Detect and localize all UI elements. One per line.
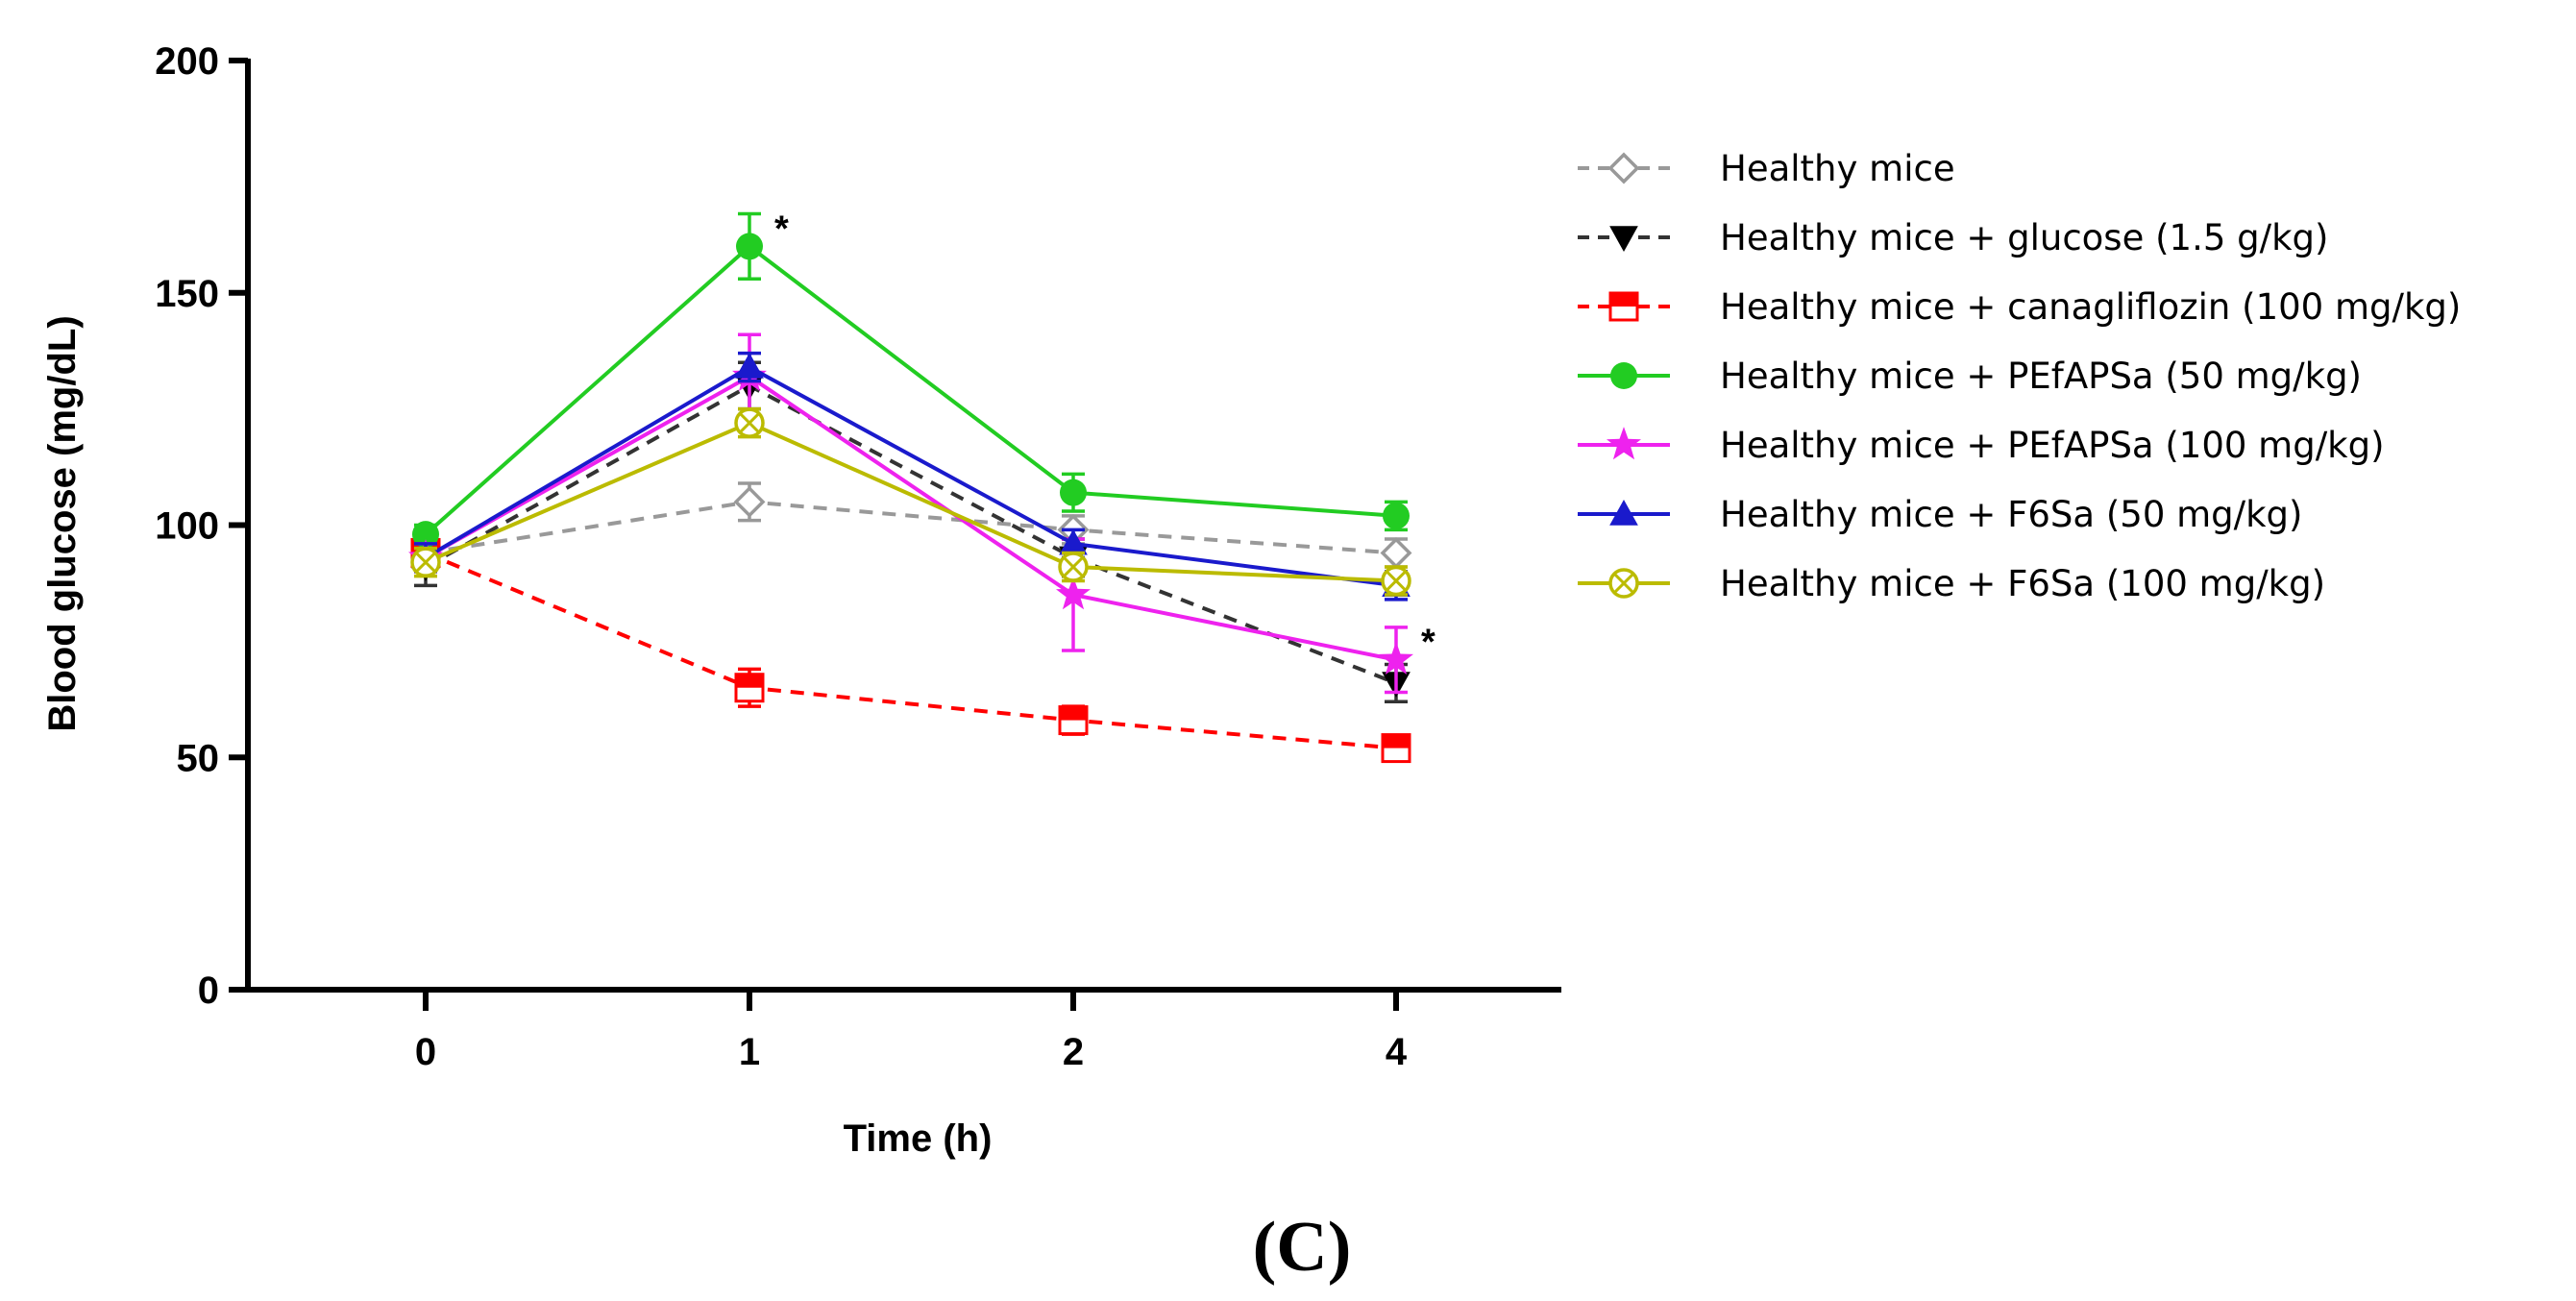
legend-marker: [1610, 362, 1637, 389]
legend-marker: [1609, 499, 1638, 526]
legend-entry-2: Healthy mice + glucose (1.5 g/kg): [1578, 217, 2328, 258]
x-tick-label: 2: [1063, 1031, 1084, 1073]
series-4: [412, 211, 1410, 549]
legend-entry-4: Healthy mice + PEfAPSa (50 mg/kg): [1578, 356, 2362, 397]
significance-annotation: *: [774, 209, 789, 249]
data-point: [733, 485, 766, 518]
y-axis-label: Blood glucose (mg/dL): [41, 315, 84, 731]
data-point: [1060, 479, 1087, 506]
x-axis-label: Time (h): [844, 1117, 993, 1160]
legend-entry-7: Healthy mice + F6Sa (100 mg/kg): [1578, 563, 2325, 604]
x-tick-label: 4: [1386, 1031, 1408, 1073]
legend-marker: [1607, 152, 1640, 184]
legend-entry-5: Healthy mice + PEfAPSa (100 mg/kg): [1578, 425, 2385, 466]
series-7: [410, 406, 1411, 597]
series-line: [425, 420, 1397, 583]
axes: 0 50 100 150 200 0 1 2 4: [155, 40, 1561, 1073]
series-line: [425, 383, 1397, 685]
series-line: [424, 243, 1397, 536]
series-6: [411, 351, 1411, 601]
data-point: [736, 233, 763, 260]
panel-label: (C): [1253, 1208, 1352, 1287]
legend-marker: [1609, 226, 1638, 253]
data-point: [734, 673, 765, 703]
legend-label: Healthy mice: [1720, 148, 1955, 189]
series-line: [425, 500, 1397, 555]
data-point: [1058, 552, 1089, 582]
series-line: [425, 374, 1397, 662]
legend-label: Healthy mice + glucose (1.5 g/kg): [1720, 217, 2328, 258]
series-line: [425, 551, 1397, 750]
series-5: [408, 332, 1413, 695]
y-tick-label: 50: [177, 737, 220, 779]
y-tick-label: 0: [198, 970, 219, 1012]
plot-area: **: [408, 209, 1435, 764]
legend-marker: [1608, 568, 1639, 599]
legend-label: Healthy mice + F6Sa (100 mg/kg): [1720, 563, 2325, 604]
data-point: [1379, 641, 1413, 675]
y-tick-label: 200: [155, 40, 219, 83]
data-point: [410, 547, 441, 577]
legend-entry-3: Healthy mice + canagliflozin (100 mg/kg): [1578, 286, 2461, 328]
data-point: [1381, 565, 1411, 597]
x-tick-label: 0: [415, 1031, 436, 1073]
legend-label: Healthy mice + canagliflozin (100 mg/kg): [1720, 286, 2461, 328]
legend-label: Healthy mice + F6Sa (50 mg/kg): [1720, 494, 2302, 535]
legend-entry-6: Healthy mice + F6Sa (50 mg/kg): [1578, 494, 2302, 535]
legend: Healthy mice Healthy mice + glucose (1.5 …: [1578, 148, 2461, 604]
x-tick-label: 1: [739, 1031, 760, 1073]
series-line: [424, 364, 1397, 588]
data-point: [1381, 733, 1411, 764]
legend-marker: [1607, 427, 1641, 460]
data-point: [1383, 502, 1410, 529]
y-tick-label: 150: [155, 273, 219, 315]
legend-entry-1: Healthy mice: [1578, 148, 1955, 189]
legend-label: Healthy mice + PEfAPSa (100 mg/kg): [1720, 425, 2385, 466]
data-point: [1380, 537, 1412, 569]
y-tick-label: 100: [155, 505, 219, 548]
legend-label: Healthy mice + PEfAPSa (50 mg/kg): [1720, 356, 2362, 397]
data-point: [735, 353, 764, 379]
legend-marker: [1608, 291, 1639, 322]
data-point: [1058, 705, 1089, 736]
series-3: [410, 538, 1411, 764]
significance-annotation: *: [1421, 623, 1435, 663]
data-point: [1056, 577, 1091, 610]
data-point: [734, 407, 765, 438]
data-point: [412, 521, 439, 549]
